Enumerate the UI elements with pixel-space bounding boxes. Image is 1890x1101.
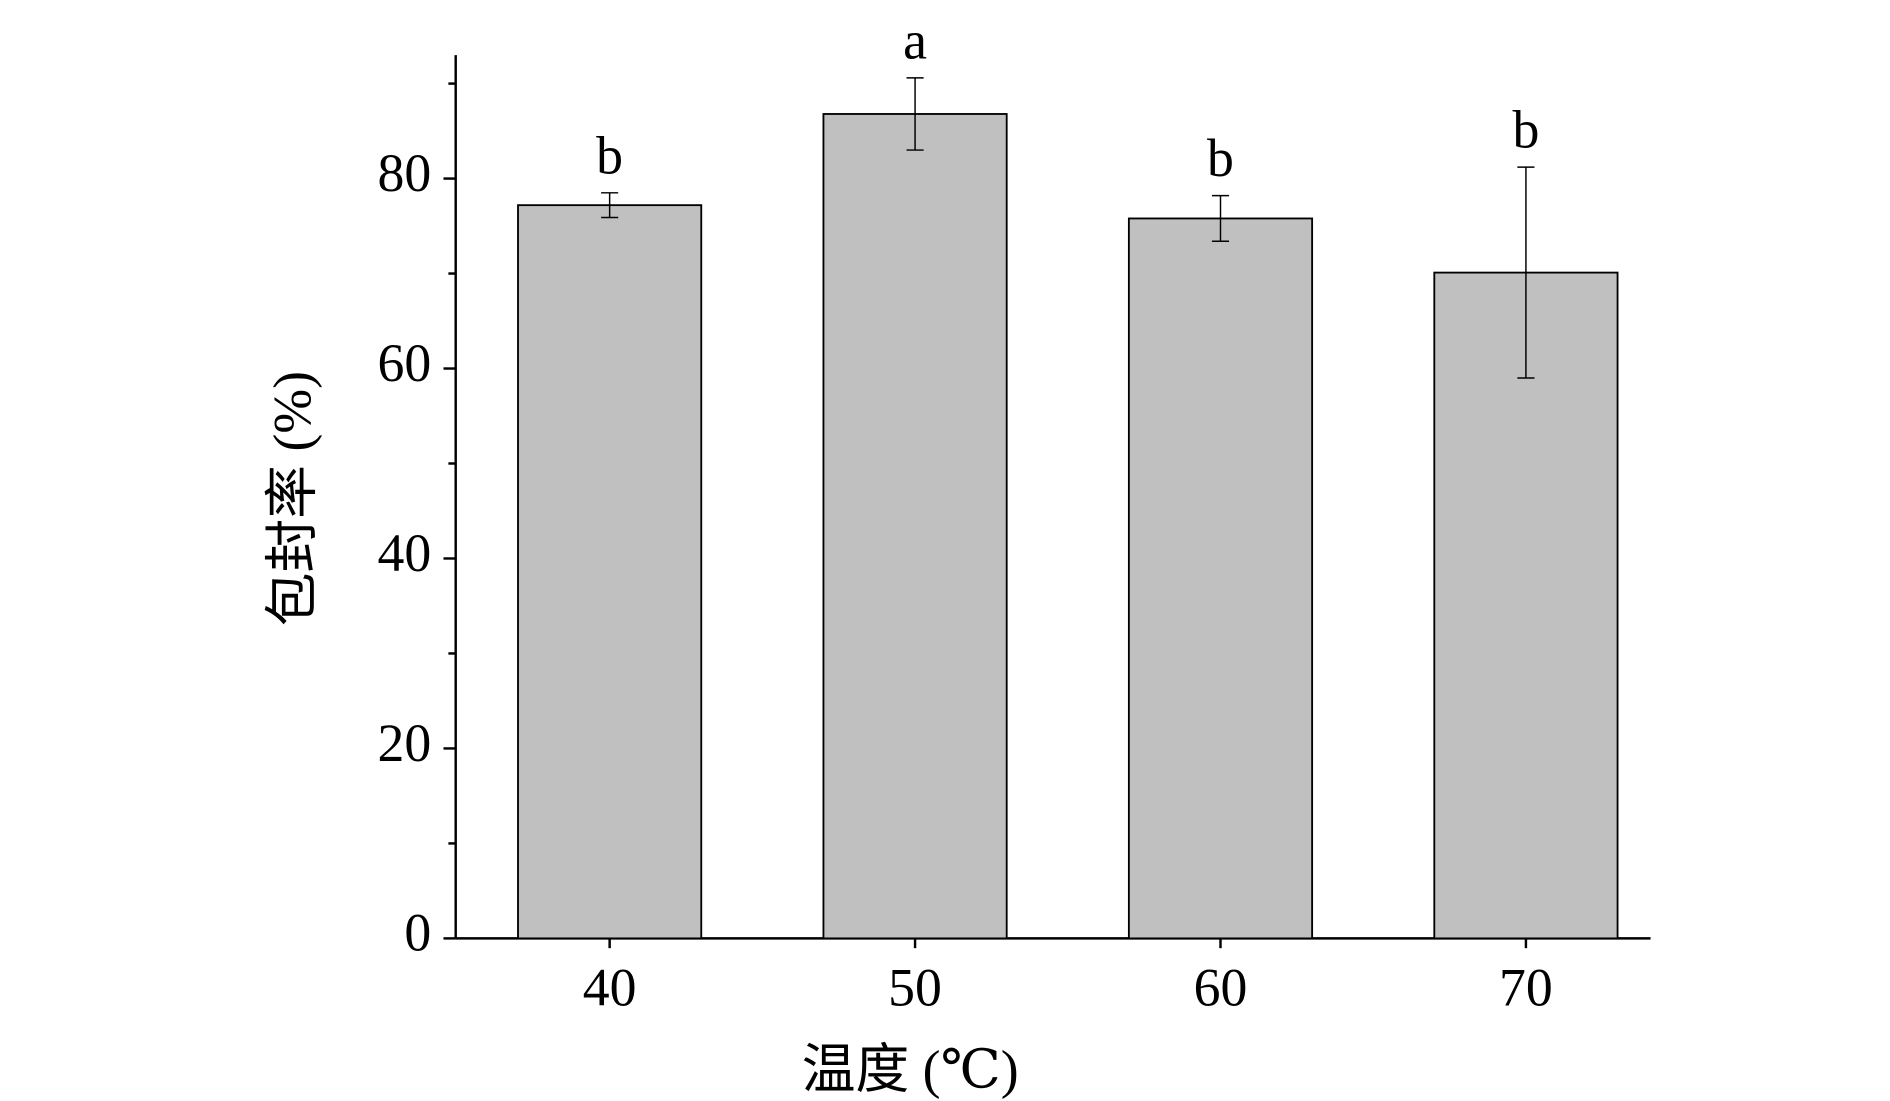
y-axis-label: 包封率 (%) — [262, 371, 322, 626]
significance-letter: b — [596, 125, 623, 185]
significance-letter: b — [1512, 100, 1539, 160]
x-tick-label: 60 — [1194, 958, 1248, 1018]
x-tick-label: 40 — [583, 958, 637, 1018]
significance-letter: a — [903, 10, 927, 70]
bar — [517, 204, 703, 940]
y-tick-label: 20 — [378, 713, 432, 773]
x-tick-label: 50 — [888, 958, 942, 1018]
y-tick-label: 80 — [378, 143, 432, 203]
y-tick-label: 60 — [378, 333, 432, 393]
x-tick-label: 70 — [1499, 958, 1553, 1018]
significance-letter: b — [1207, 128, 1234, 188]
y-tick-label: 0 — [404, 903, 431, 963]
bar — [1127, 217, 1314, 940]
bar — [822, 113, 1008, 940]
y-tick-label: 40 — [378, 523, 432, 583]
x-axis-label: 温度 (℃) — [802, 1040, 1019, 1100]
